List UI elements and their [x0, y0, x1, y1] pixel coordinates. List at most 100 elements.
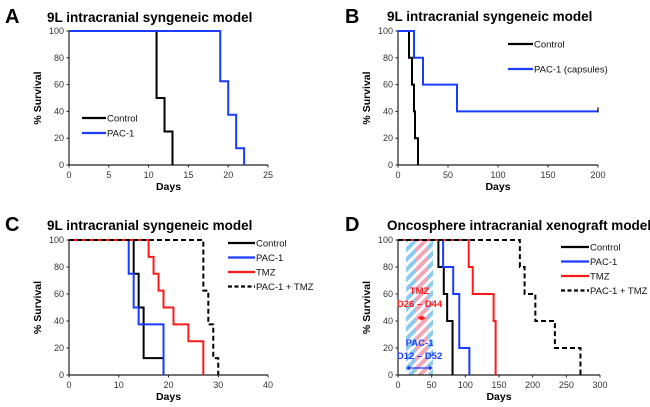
- x-tick-label: 200: [590, 170, 605, 180]
- series-line-control: [398, 30, 419, 165]
- legend-label: Control: [534, 40, 565, 51]
- x-tick-label: 5: [106, 170, 111, 180]
- x-tick-label: 300: [592, 380, 607, 390]
- panel-b: B 9L intracranial syngeneic model 0 50 100 15…: [345, 6, 608, 193]
- x-tick-label: 150: [491, 380, 506, 390]
- x-tick-label: 100: [490, 170, 505, 180]
- y-tick-label: 60: [383, 80, 393, 90]
- legend-label: PAC-1: [256, 253, 283, 264]
- series-line-tmz: [69, 239, 205, 375]
- chart-title: 9L intracranial syngeneic model: [47, 218, 252, 233]
- y-tick-label: 0: [59, 370, 64, 380]
- series-line-control: [69, 239, 165, 375]
- legend-label: Control: [256, 239, 287, 250]
- legend: Control PAC-1: [82, 114, 138, 140]
- y-tick-label: 20: [383, 133, 393, 143]
- series-line-pac-1: [69, 30, 246, 165]
- x-tick-label: 20: [163, 380, 173, 390]
- x-tick-label: 50: [443, 170, 453, 180]
- panel-letter: B: [345, 6, 359, 28]
- series-line-control: [398, 239, 454, 375]
- y-tick-label: 40: [54, 106, 64, 116]
- y-tick-label: 100: [49, 26, 64, 36]
- y-axis-label: % Survival: [361, 281, 373, 334]
- series-line-pac-1-tmz: [398, 239, 582, 375]
- y-tick-label: 100: [49, 235, 64, 245]
- x-tick-label: 40: [263, 380, 273, 390]
- legend-label: Control: [590, 243, 621, 254]
- panel-letter: D: [345, 214, 359, 236]
- y-tick-label: 60: [383, 289, 393, 299]
- annotation-label: TMZ: [410, 286, 430, 297]
- y-tick-label: 60: [54, 80, 64, 90]
- x-tick-label: 10: [114, 380, 124, 390]
- legend: Control PAC-1 (capsules): [508, 40, 608, 76]
- x-tick-label: 0: [395, 170, 400, 180]
- y-tick-label: 80: [383, 53, 393, 63]
- x-tick-label: 200: [525, 380, 540, 390]
- x-tick-label: 150: [540, 170, 555, 180]
- x-tick-label: 250: [559, 380, 574, 390]
- panel-d: D Oncosphere intracranial xenograft model…: [345, 214, 650, 403]
- y-tick-label: 20: [54, 133, 64, 143]
- legend-label: PAC-1 + TMZ: [256, 282, 314, 293]
- panel-letter: A: [5, 6, 19, 28]
- y-axis-label: % Survival: [32, 71, 44, 124]
- legend-label: TMZ: [590, 272, 610, 283]
- series-line-pac-1: [69, 239, 165, 375]
- legend-label: TMZ: [256, 268, 276, 279]
- x-axis-label: Days: [156, 181, 181, 193]
- arrow-head-right: [421, 315, 426, 321]
- y-tick-label: 100: [378, 26, 393, 36]
- x-tick-label: 20: [223, 170, 233, 180]
- shaded-region-tmz: [415, 240, 428, 375]
- arrow-head-left: [417, 315, 422, 321]
- x-axis-label: Days: [156, 391, 181, 403]
- annotation-label: PAC-1: [406, 338, 435, 349]
- series-line-pac-1-capsules: [398, 30, 598, 113]
- x-tick-label: 25: [263, 170, 273, 180]
- y-tick-label: 80: [383, 262, 393, 272]
- y-tick-label: 40: [383, 316, 393, 326]
- legend-label: PAC-1 + TMZ: [590, 286, 648, 297]
- series-line-pac-1-tmz: [69, 239, 220, 375]
- arrow-head-right: [429, 365, 434, 371]
- y-tick-label: 80: [54, 262, 64, 272]
- legend-label: Control: [107, 114, 138, 125]
- y-tick-label: 100: [378, 235, 393, 245]
- series-line-control: [69, 30, 174, 165]
- x-tick-label: 0: [66, 170, 71, 180]
- x-tick-label: 30: [213, 380, 223, 390]
- y-tick-label: 80: [54, 53, 64, 63]
- annotation-range: D26 – D44: [397, 299, 443, 310]
- legend-label: PAC-1: [590, 257, 617, 268]
- y-axis-label: % Survival: [32, 281, 44, 334]
- y-tick-label: 0: [388, 160, 393, 170]
- legend-label: PAC-1: [107, 129, 134, 140]
- panel-c: C 9L intracranial syngeneic model 0 10 20 30 4…: [5, 214, 314, 403]
- x-tick-label: 0: [395, 380, 400, 390]
- panel-letter: C: [5, 214, 19, 236]
- y-tick-label: 40: [383, 106, 393, 116]
- panel-a: A 9L intracranial syngeneic model 0 5 10 15 20…: [5, 6, 273, 193]
- x-axis-label: Days: [485, 181, 510, 193]
- y-tick-label: 0: [388, 370, 393, 380]
- y-tick-label: 20: [54, 343, 64, 353]
- y-tick-label: 60: [54, 289, 64, 299]
- x-tick-label: 10: [144, 170, 154, 180]
- chart-title: 9L intracranial syngeneic model: [387, 9, 592, 24]
- arrow-head-left: [406, 365, 411, 371]
- y-tick-label: 0: [59, 160, 64, 170]
- series-line-tmz: [398, 239, 497, 375]
- y-tick-label: 20: [383, 343, 393, 353]
- series-line-pac-1: [398, 239, 471, 375]
- x-tick-label: 50: [427, 380, 437, 390]
- legend: Control PAC-1 TMZ PAC-1 + TMZ: [228, 239, 314, 293]
- x-axis-label: Days: [486, 391, 511, 403]
- legend: Control PAC-1 TMZ PAC-1 + TMZ: [561, 243, 648, 297]
- chart-title: Oncosphere intracranial xenograft model: [387, 218, 650, 233]
- x-tick-label: 0: [66, 380, 71, 390]
- y-axis-label: % Survival: [361, 71, 373, 124]
- x-tick-label: 15: [183, 170, 193, 180]
